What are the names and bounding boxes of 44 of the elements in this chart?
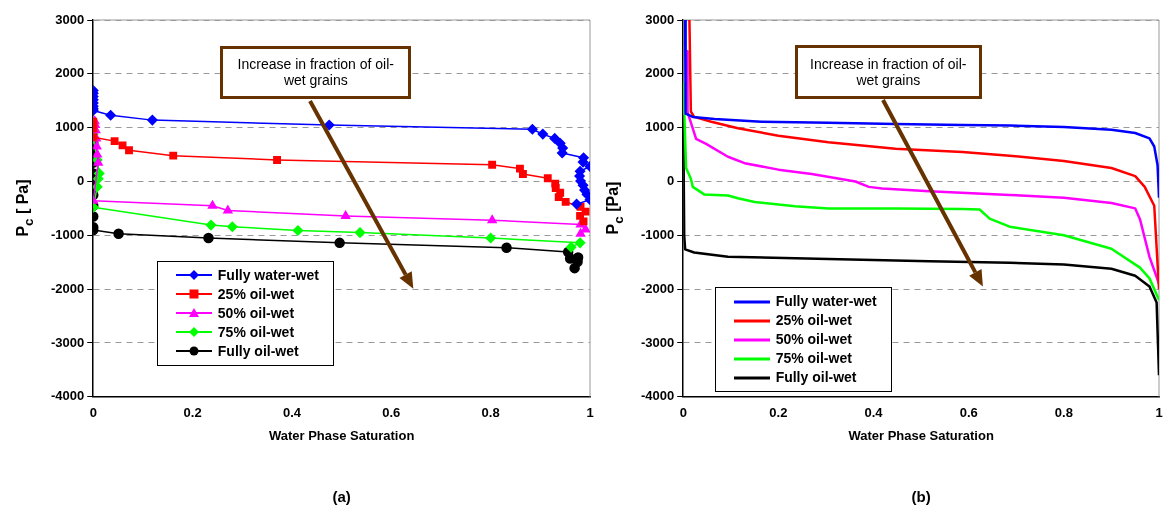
y-tick-label: 3000 xyxy=(55,11,85,27)
y-tick-label: -4000 xyxy=(51,388,85,404)
y-tick-label: 1000 xyxy=(645,119,675,135)
y-tick-label: -3000 xyxy=(641,334,675,350)
legend-label: 75% oil-wet xyxy=(217,322,295,342)
legend-label: Fully oil-wet xyxy=(775,368,857,388)
x-axis-title: Water Phase Saturation xyxy=(848,427,994,443)
annotation: Increase in fraction of oil-wet grains xyxy=(220,45,412,100)
x-tick-label: 0.6 xyxy=(382,405,401,421)
y-tick-label: -2000 xyxy=(641,280,675,296)
legend-label: Fully oil-wet xyxy=(217,341,299,361)
legend-label: Fully water-wet xyxy=(775,292,877,312)
text: (a) xyxy=(331,488,352,505)
x-tick-label: 0.8 xyxy=(1054,405,1073,421)
legend-label: 25% oil-wet xyxy=(775,311,852,331)
x-axis-title: Water Phase Saturation xyxy=(268,427,415,443)
text: (b) xyxy=(910,488,932,505)
y-tick-label: 1000 xyxy=(55,119,85,135)
annotation: Increase in fraction of oil-wet grains xyxy=(795,44,982,100)
y-tick-label: 2000 xyxy=(55,65,85,81)
y-tick-label: 3000 xyxy=(645,11,675,27)
x-tick-label: 0.4 xyxy=(864,405,884,421)
y-tick-label: -1000 xyxy=(51,226,85,242)
y-tick-label: -1000 xyxy=(641,226,675,242)
legend-label: 25% oil-wet xyxy=(217,284,295,304)
legend-label: Fully water-wet xyxy=(217,265,319,285)
legend-label: 75% oil-wet xyxy=(775,349,852,369)
x-tick-label: 0.6 xyxy=(959,405,978,421)
y-tick-label: -4000 xyxy=(641,388,675,404)
y-tick-label: 0 xyxy=(77,173,85,189)
legend-label: 50% oil-wet xyxy=(775,330,852,350)
x-tick-label: 0.2 xyxy=(183,405,202,421)
x-tick-label: 0 xyxy=(679,405,687,421)
y-tick-label: -2000 xyxy=(51,280,85,296)
x-tick-label: 1 xyxy=(1155,405,1163,421)
x-tick-label: 0.4 xyxy=(282,405,302,421)
y-tick-label: -3000 xyxy=(51,334,85,350)
x-tick-label: 0.8 xyxy=(481,405,500,421)
x-tick-label: 0 xyxy=(89,405,97,421)
y-tick-label: 0 xyxy=(667,173,675,189)
y-tick-label: 2000 xyxy=(645,65,675,81)
legend-label: 50% oil-wet xyxy=(217,303,295,323)
x-tick-label: 1 xyxy=(586,405,594,421)
x-tick-label: 0.2 xyxy=(769,405,788,421)
